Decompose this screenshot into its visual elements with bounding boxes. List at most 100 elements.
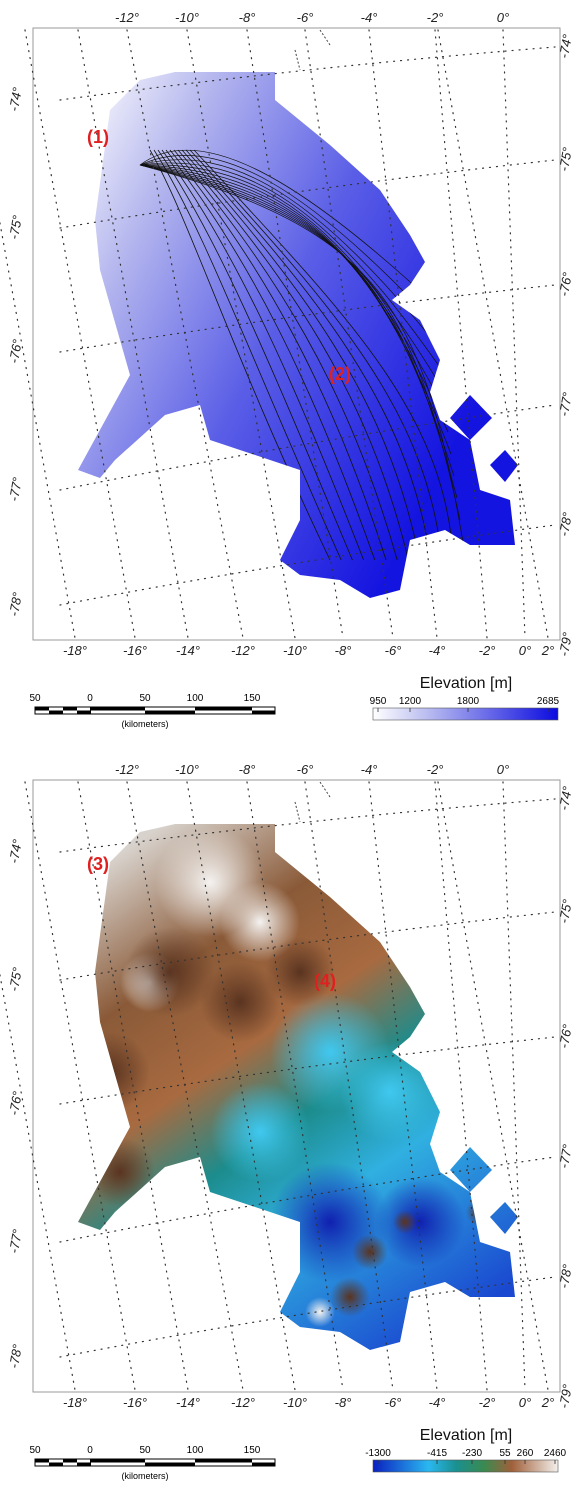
terrain-texture [330,1277,370,1317]
scale-bar-label: 0 [87,1445,93,1456]
region-annotation: (2) [329,364,351,384]
longitude-label: -6° [297,10,314,25]
scale-bar-label: 100 [187,693,204,704]
longitude-label: -16° [123,1395,147,1410]
latitude-label: -74° [6,838,25,864]
longitude-label: 0° [497,10,509,25]
longitude-label: -14° [176,643,200,658]
scale-bar-label: 50 [29,1445,41,1456]
colorbar: Elevation [m] 950 1200 1800 2685 [370,675,560,720]
scale-bar-segment [145,1463,195,1467]
colorbar-tick-label: 55 [499,1448,511,1459]
scale-bar-segment [90,707,145,711]
colorbar-tick-label: 950 [370,696,387,707]
scale-bar: 50050100150(kilometers) [29,1445,275,1481]
latitude-label: -78° [6,1343,25,1369]
terrain-texture [352,1234,388,1270]
longitude-label: -10° [283,1395,307,1410]
latitude-label: -77° [556,391,575,417]
longitude-label: -12° [115,10,139,25]
longitude-label: -2° [427,762,444,777]
colorbar-scale [373,1460,558,1472]
longitude-label: -6° [297,762,314,777]
terrain-texture [375,1177,465,1267]
colorbar-title: Elevation [m] [420,1427,512,1444]
longitude-label: -18° [63,1395,87,1410]
longitude-label: -4° [361,10,378,25]
longitude-label: -10° [175,762,199,777]
longitude-label: 0° [519,643,531,658]
scale-bar-segment [63,1459,77,1463]
latitude-label: -77° [6,476,25,502]
latitude-label: -75° [556,146,575,172]
colorbar-title: Elevation [m] [420,675,512,692]
scale-bar-segment [252,711,275,715]
page: -12° -10° -8° -6° -4° -2° 0° -18° -16° -14° -12° -1… [0,0,577,1487]
longitude-label: -8° [239,762,256,777]
scale-bar-segment [195,707,252,711]
figure: -12° -10° -8° -6° -4° -2° 0° -18° -16° -14° -12° -1… [0,0,577,1487]
colorbar-scale [373,708,558,720]
latitude-label: -74° [556,785,575,811]
longitude-label: 2° [541,1395,554,1410]
scale-bar-segment [77,711,91,715]
region-annotation: (1) [87,127,109,147]
longitude-label: -12° [231,643,255,658]
scale-bar-segment [35,707,49,711]
longitude-label: -12° [231,1395,255,1410]
scale-bar-segment [49,711,63,715]
latitude-label: -78° [6,591,25,617]
latitude-label: -78° [556,1263,575,1289]
scale-bar-label: 150 [244,1445,261,1456]
colorbar-tick-label: -415 [427,1448,447,1459]
scale-bar-segment [49,1463,63,1467]
latitude-label: -76° [6,338,25,364]
longitude-label: -6° [385,643,402,658]
terrain-texture [210,1082,310,1182]
latitude-label: -79° [556,1383,575,1409]
colorbar-tick-label: -1300 [365,1448,391,1459]
scale-bar-label: 100 [187,1445,204,1456]
latitude-label: -76° [6,1090,25,1116]
colorbar-tick-label: 260 [517,1448,534,1459]
longitude-label: -10° [283,643,307,658]
region-annotation: (3) [87,854,109,874]
longitude-label: -2° [479,1395,496,1410]
colorbar-tick-label: 2685 [537,696,560,707]
longitude-label: -2° [427,10,444,25]
map-panel: -12°-10°-8°-6°-4°-2°0°-18°-16°-14°-12°-1… [0,10,575,729]
longitude-label: -8° [335,643,352,658]
scale-bar-segment [63,707,77,711]
latitude-label: -74° [6,86,25,112]
scale-bar-segment [145,711,195,715]
scale-bar-label: 50 [29,693,41,704]
longitude-label: -8° [335,1395,352,1410]
longitude-label: 0° [519,1395,531,1410]
latitude-label: -79° [556,631,575,657]
scale-bar-label: 50 [139,693,151,704]
terrain-texture [393,1210,417,1234]
longitude-label: 2° [541,643,554,658]
latitude-label: -77° [6,1228,25,1254]
scale-bar-segment [195,1459,252,1463]
map-panel: -12° -10° -8° -6° -4° -2° 0° -18° -16° -14° -12° -1… [0,762,575,1481]
longitude-label: -2° [479,643,496,658]
colorbar-tick-label: 1800 [457,696,480,707]
longitude-label: -8° [239,10,256,25]
scale-bar-label: 0 [87,693,93,704]
latitude-label: -76° [556,1023,575,1049]
colorbar-tick-label: 1200 [399,696,422,707]
region-annotation: (4) [314,971,336,991]
scale-bar-segment [35,1459,49,1463]
longitude-label: -4° [361,762,378,777]
longitude-label: 0° [497,762,509,777]
longitude-label: -14° [176,1395,200,1410]
scale-bar-segment [252,1463,275,1467]
longitude-label: -6° [385,1395,402,1410]
longitude-label: -12° [115,762,139,777]
latitude-label: -76° [556,271,575,297]
latitude-label: -74° [556,33,575,59]
longitude-label: -10° [175,10,199,25]
latitude-label: -75° [6,966,25,992]
latitude-label: -78° [556,511,575,537]
